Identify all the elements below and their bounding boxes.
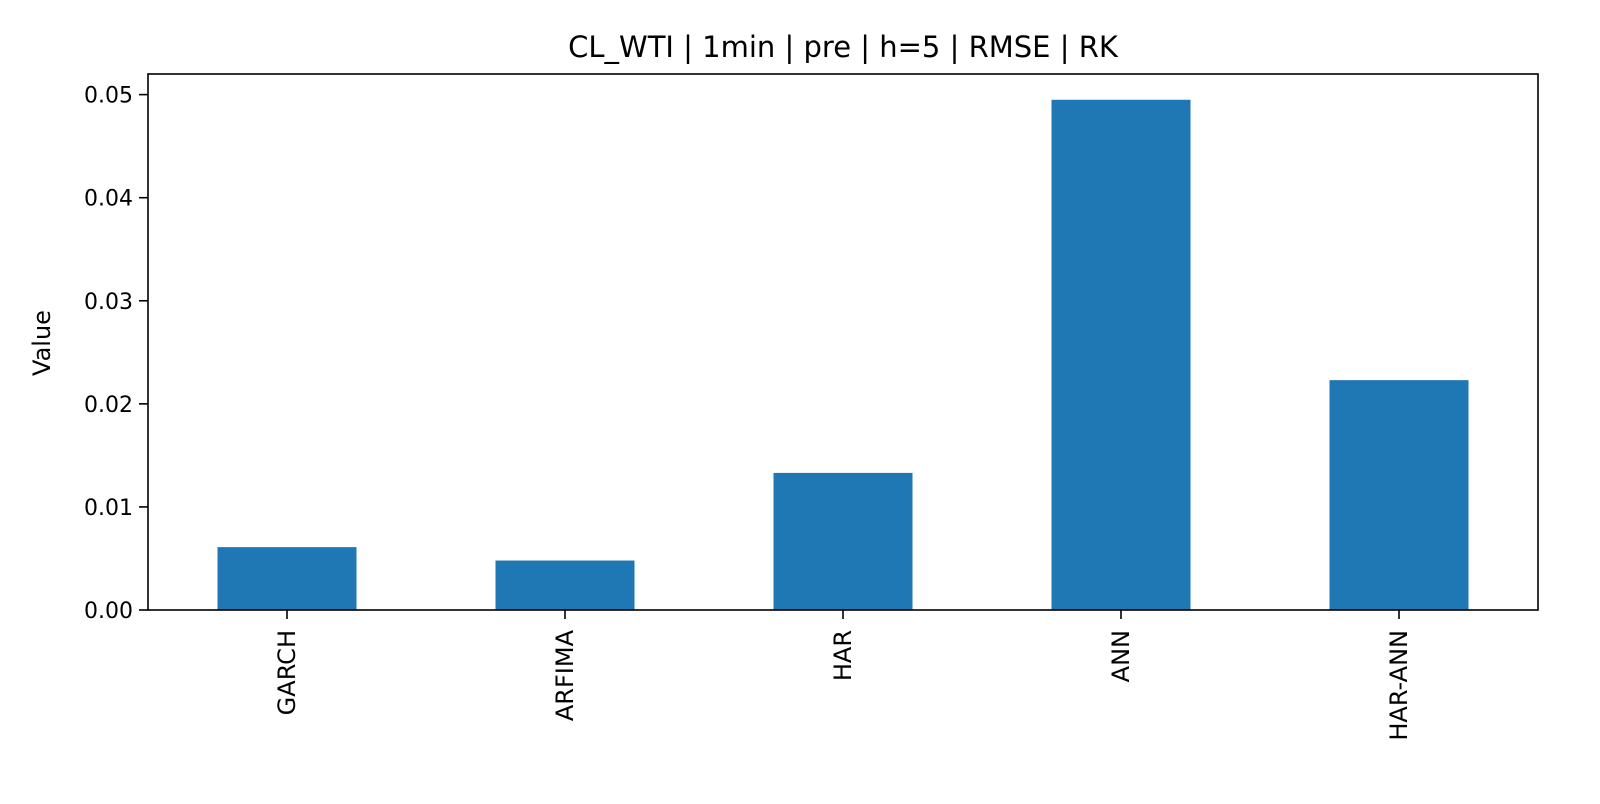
bars-layer [217, 99, 1469, 611]
y-tick-label: 0.01 [84, 496, 133, 521]
y-axis-ticks: 0.00 0.01 0.02 0.03 0.04 0.05 [84, 84, 148, 624]
y-axis-label: Value [28, 310, 56, 376]
bar-arfima [495, 560, 635, 610]
x-tick-label: HAR [829, 630, 857, 681]
x-tick-label: HAR-ANN [1385, 630, 1413, 741]
y-tick-label: 0.00 [84, 599, 133, 624]
bar-garch [217, 547, 357, 610]
bar-har-ann [1329, 380, 1469, 610]
plot-area-frame [147, 73, 1539, 611]
y-tick-label: 0.03 [84, 290, 133, 315]
bar-ann [1051, 99, 1191, 611]
bar-har [773, 472, 913, 610]
chart-title: CL_WTI | 1min | pre | h=5 | RMSE | RK [568, 30, 1119, 64]
x-tick-label: ANN [1107, 630, 1135, 682]
y-tick-label: 0.05 [84, 84, 133, 109]
x-axis-ticks: GARCH ARFIMA HAR ANN HAR-ANN [273, 610, 1413, 741]
x-tick-label: GARCH [273, 630, 301, 715]
x-tick-label: ARFIMA [551, 629, 579, 721]
y-tick-label: 0.02 [84, 393, 133, 418]
y-tick-label: 0.04 [84, 187, 133, 212]
